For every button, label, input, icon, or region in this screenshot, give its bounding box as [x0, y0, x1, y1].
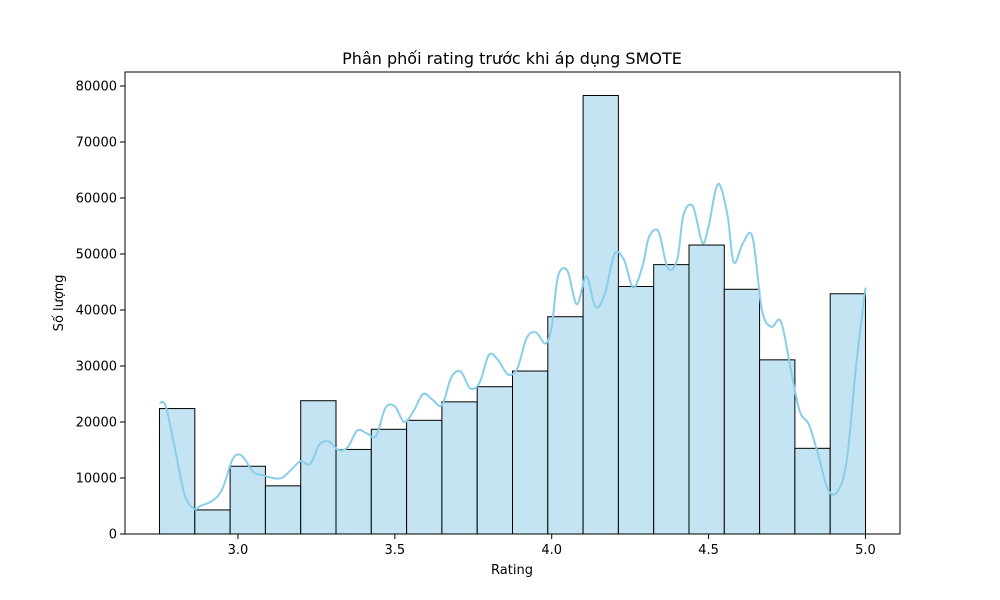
x-tick-label: 5.0: [855, 543, 876, 558]
histogram-bar: [441, 401, 478, 535]
y-tick-label: 0: [109, 528, 117, 543]
histogram-bar: [476, 386, 513, 535]
histogram-bars: [159, 95, 866, 535]
x-tick-label: 3.5: [384, 543, 405, 558]
histogram-bar: [229, 465, 266, 535]
x-axis-label: Rating: [491, 563, 533, 578]
histogram-bar: [512, 370, 549, 535]
y-tick-label: 80000: [76, 80, 117, 95]
plot-area-frame: [124, 71, 901, 535]
y-tick-label: 40000: [76, 304, 117, 319]
histogram-bar: [159, 408, 196, 535]
x-tick-label: 4.0: [541, 543, 562, 558]
histogram-bar: [370, 428, 408, 535]
histogram-bar: [547, 316, 584, 535]
histogram-bar: [653, 264, 690, 535]
y-tick-label: 70000: [76, 136, 117, 151]
histogram-bar: [194, 509, 231, 535]
y-axis-label: Số lượng: [52, 275, 67, 332]
histogram-bar: [582, 95, 619, 535]
y-tick-label: 20000: [76, 416, 117, 431]
y-axis-ticks: 0 10000 20000 30000 40000 50000 60000 70000 8000…: [76, 80, 125, 543]
chart-title: Phân phối rating trước khi áp dụng SMOTE: [342, 49, 682, 68]
histogram-bar: [335, 448, 372, 535]
histogram-bar: [794, 447, 831, 535]
x-tick-label: 4.5: [698, 543, 719, 558]
histogram-bar: [759, 359, 796, 535]
histogram-bar: [723, 288, 761, 535]
histogram-bar: [264, 485, 302, 535]
y-tick-label: 30000: [76, 360, 117, 375]
x-tick-label: 3.0: [228, 543, 249, 558]
histogram-bar: [300, 400, 337, 535]
y-tick-label: 10000: [76, 472, 117, 487]
y-tick-label: 60000: [76, 192, 117, 207]
histogram-bar: [406, 419, 443, 535]
kde-curve: [159, 182, 867, 511]
histogram-bar: [617, 285, 655, 535]
x-axis-ticks: 3.0 3.5 4.0 4.5 5.0: [228, 534, 876, 558]
y-tick-label: 50000: [76, 248, 117, 263]
histogram-bar: [688, 244, 725, 535]
